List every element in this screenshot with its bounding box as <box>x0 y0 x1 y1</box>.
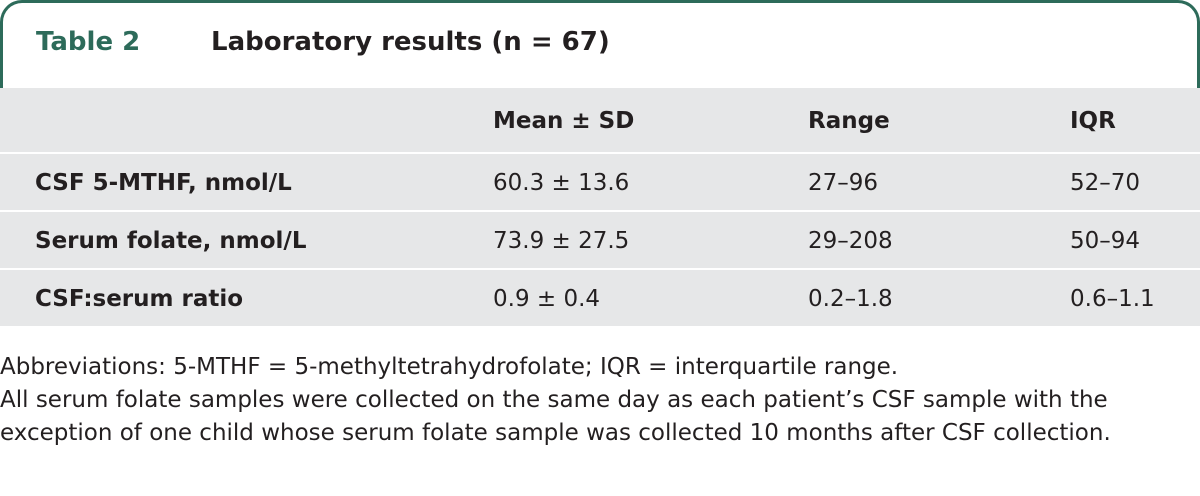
cell-iqr: 50–94 <box>1070 228 1141 254</box>
table-footnotes: Abbreviations: 5-MTHF = 5-methyltetrahyd… <box>0 351 1200 450</box>
sampling-note: All serum folate samples were collected … <box>0 387 1111 446</box>
cell-iqr: 52–70 <box>1070 170 1141 196</box>
cell-range: 29–208 <box>808 228 893 254</box>
table-row: Serum folate, nmol/L 73.9 ± 27.5 29–208 … <box>0 210 1200 268</box>
abbreviations-note: Abbreviations: 5-MTHF = 5-methyltetrahyd… <box>0 354 899 380</box>
table-header-row: Mean ± SD Range IQR <box>0 88 1200 152</box>
table-row: CSF:serum ratio 0.9 ± 0.4 0.2–1.8 0.6–1.… <box>0 268 1200 326</box>
table-row: CSF 5-MTHF, nmol/L 60.3 ± 13.6 27–96 52–… <box>0 152 1200 210</box>
column-header-mean-sd: Mean ± SD <box>493 108 635 134</box>
table-title-box: Table 2 Laboratory results (n = 67) <box>0 0 1200 88</box>
column-header-range: Range <box>808 108 890 134</box>
row-label: CSF 5-MTHF, nmol/L <box>35 170 292 196</box>
table-number: Table 2 <box>36 27 141 57</box>
cell-mean-sd: 60.3 ± 13.6 <box>493 170 630 196</box>
cell-mean-sd: 0.9 ± 0.4 <box>493 286 601 312</box>
cell-range: 0.2–1.8 <box>808 286 893 312</box>
column-header-iqr: IQR <box>1070 108 1116 134</box>
results-table: Mean ± SD Range IQR CSF 5-MTHF, nmol/L 6… <box>0 88 1200 326</box>
table-title: Laboratory results (n = 67) <box>211 27 610 57</box>
cell-mean-sd: 73.9 ± 27.5 <box>493 228 630 254</box>
row-label: Serum folate, nmol/L <box>35 228 307 254</box>
row-label: CSF:serum ratio <box>35 286 244 312</box>
cell-iqr: 0.6–1.1 <box>1070 286 1155 312</box>
cell-range: 27–96 <box>808 170 879 196</box>
